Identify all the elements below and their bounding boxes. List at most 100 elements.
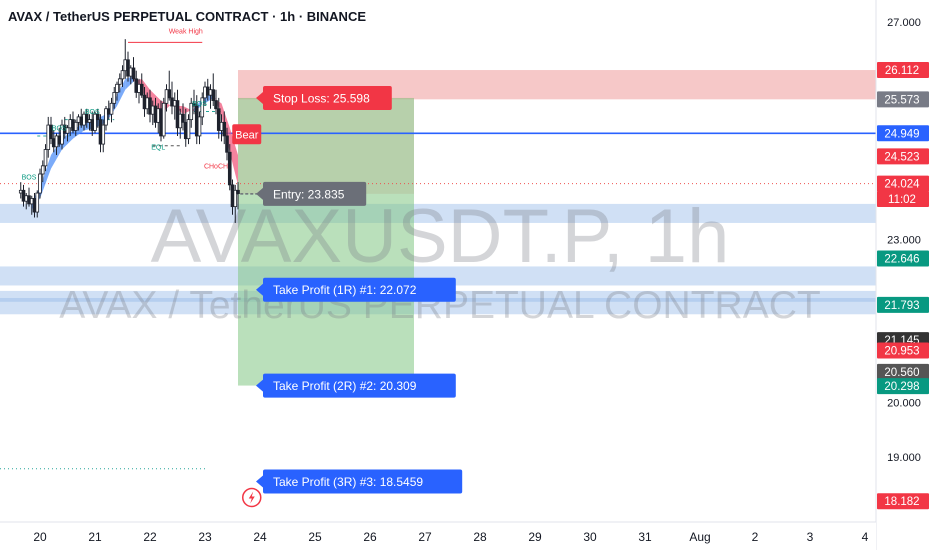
y-tick-label-3: 20.000 xyxy=(887,397,921,409)
annotations-layer: Weak High BOS BOS BOS BOS EQL CHoCH Bear xyxy=(22,29,262,181)
price-tag-4 xyxy=(877,148,929,165)
take-profit-2-label-box xyxy=(263,373,456,398)
entry-label-box xyxy=(263,181,367,206)
candle-body-35 xyxy=(112,92,117,104)
candles-layer xyxy=(18,39,240,223)
x-tick-label-11: 30 xyxy=(583,530,597,544)
trade-labels-layer: Stop Loss: 25.598 Entry: 23.835 Take Profi… xyxy=(242,85,463,508)
annotation-weak-high-1: Weak High xyxy=(169,29,203,36)
candle-body-25 xyxy=(84,113,89,123)
time-axis-background xyxy=(0,522,876,550)
candle-body-18 xyxy=(65,127,70,134)
x-tick-label-7: 26 xyxy=(363,530,377,544)
price-tag-3 xyxy=(877,125,929,142)
take-profit-1-label-box xyxy=(263,277,456,302)
support-zone-2 xyxy=(0,266,876,286)
stop-loss-label-text: Stop Loss: 25.598 xyxy=(273,91,370,105)
annotation-bos-2: BOS xyxy=(22,174,37,181)
price-tag-1 xyxy=(877,62,929,79)
price-tag-label-8: 21.793 xyxy=(884,300,919,312)
candle-body-77 xyxy=(227,151,232,186)
x-tick-label-8: 27 xyxy=(418,530,432,544)
candle-body-55 xyxy=(167,89,172,99)
alert-bolt-glyph xyxy=(248,491,255,504)
x-tick-label-14: 2 xyxy=(752,530,759,544)
candle-body-66 xyxy=(197,116,202,137)
support-zone-1 xyxy=(0,203,876,223)
annotation-bos-5: BOS xyxy=(192,101,207,108)
candle-body-7 xyxy=(35,192,40,213)
trend-ribbon-segment-21 xyxy=(229,127,238,185)
price-tag-12 xyxy=(877,378,929,395)
trend-ribbon-segment-10 xyxy=(125,76,134,90)
price-tag-8 xyxy=(877,296,929,313)
profit-zone xyxy=(238,97,414,386)
candle-body-21 xyxy=(73,121,78,131)
chart-title: AVAX / TetherUS PERPETUAL CONTRACT · 1h … xyxy=(8,9,367,24)
price-tag-11 xyxy=(877,363,929,380)
price-tag-6 xyxy=(877,191,929,208)
stop-loss-label-pointer xyxy=(256,91,263,104)
annotation-bos-3: BOS xyxy=(52,126,67,133)
y-tick-label-4: 19.000 xyxy=(887,452,921,464)
x-tick-label-3: 22 xyxy=(143,530,157,544)
price-tag-5 xyxy=(877,175,929,192)
candle-body-34 xyxy=(109,102,114,115)
price-tag-label-4: 24.523 xyxy=(884,151,919,163)
candle-body-29 xyxy=(95,113,100,121)
annotation-eql-6: EQL xyxy=(151,145,165,152)
candle-body-76 xyxy=(225,135,229,153)
x-tick-label-13: Aug xyxy=(689,530,710,544)
candle-body-80 xyxy=(236,189,240,194)
candle-body-9 xyxy=(40,165,45,175)
candle-body-36 xyxy=(115,83,119,93)
candle-body-60 xyxy=(181,113,185,123)
price-tag-label-13: 18.182 xyxy=(884,496,919,508)
entry-label-text: Entry: 23.835 xyxy=(273,187,345,201)
take-profit-1-label-pointer xyxy=(256,283,263,296)
take-profit-3-label-box xyxy=(263,469,463,494)
candle-body-16 xyxy=(60,124,64,145)
candle-body-28 xyxy=(93,113,97,131)
candle-body-73 xyxy=(216,108,221,131)
trend-ribbon-segment-9 xyxy=(117,78,126,107)
candle-body-31 xyxy=(101,124,106,145)
y-tick-label-1: 27.000 xyxy=(887,17,921,29)
candle-body-38 xyxy=(120,70,125,80)
take-profit-2-label-pointer xyxy=(256,379,263,392)
support-zone-4 xyxy=(0,297,876,315)
candle-body-64 xyxy=(192,102,196,107)
price-tag-label-12: 20.298 xyxy=(884,381,919,393)
take-profit-3-label-text: Take Profit (3R) #3: 18.5459 xyxy=(273,475,423,489)
take-profit-3-label-pointer xyxy=(256,475,263,488)
price-tag-label-6: 11:02 xyxy=(888,194,916,206)
x-tick-label-2: 21 xyxy=(88,530,102,544)
candle-body-67 xyxy=(200,97,205,118)
candle-body-12 xyxy=(49,124,53,140)
x-tick-label-15: 3 xyxy=(807,530,814,544)
candle-body-71 xyxy=(211,89,216,101)
candle-body-32 xyxy=(104,108,108,126)
take-profit-2-label-text: Take Profit (2R) #2: 20.309 xyxy=(273,379,417,393)
price-axis-background xyxy=(876,0,932,550)
y-tick-label-2: 23.000 xyxy=(887,234,921,246)
price-tag-13 xyxy=(877,493,929,510)
price-tag-label-7: 22.646 xyxy=(884,253,919,265)
candle-body-79 xyxy=(233,189,238,208)
bear-signal-badge xyxy=(232,124,262,145)
candle-body-45 xyxy=(139,83,144,96)
candle-body-37 xyxy=(117,78,122,85)
price-tag-label-10: 20.953 xyxy=(884,346,919,358)
watermark-layer: AVAXUSDT.P, 1h AVAX / TetherUS PERPETUAL… xyxy=(59,194,820,327)
x-tick-label-16: 4 xyxy=(862,530,869,544)
annotation-bos-4: BOS xyxy=(85,109,100,116)
x-tick-label-12: 31 xyxy=(638,530,652,544)
price-tag-label-3: 24.949 xyxy=(884,128,919,140)
take-profit-1-label-text: Take Profit (1R) #1: 22.072 xyxy=(273,283,417,297)
x-tick-label-9: 28 xyxy=(473,530,487,544)
candle-body-75 xyxy=(222,121,227,137)
trend-ribbon-segment-2 xyxy=(40,154,51,199)
